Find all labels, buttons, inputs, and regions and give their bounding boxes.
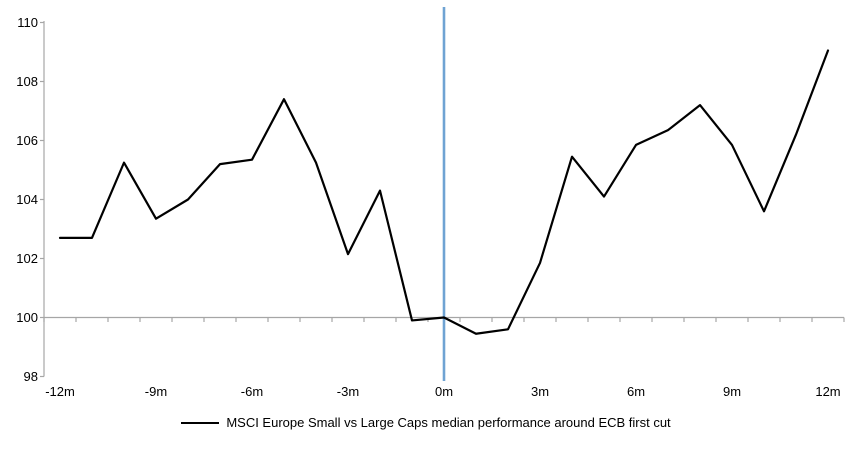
y-tick-label-108: 108 [16,73,38,89]
x-tick-label-minus-12m: -12m [45,384,75,399]
y-tick-label-110: 110 [17,14,38,30]
x-tick-label-0m: 0m [434,384,454,399]
x-tick-label-6m: 6m [626,384,646,399]
legend: MSCI Europe Small vs Large Caps median p… [0,415,852,430]
y-tick-label-102: 102 [16,250,38,266]
legend-series-label: MSCI Europe Small vs Large Caps median p… [226,415,671,430]
x-tick-label-minus-6m: -6m [240,384,264,399]
y-tick-label-100: 100 [16,309,38,325]
legend-line-sample-icon [181,421,220,424]
x-tick-label-3m: 3m [530,384,550,399]
series-line [58,49,830,335]
x-tick-label-9m: 9m [722,384,742,399]
y-tick-label-106: 106 [16,132,38,148]
y-tick-label-98: 98 [23,368,38,384]
y-tick-label-104: 104 [16,191,38,207]
x-tick-label-minus-3m: -3m [336,384,360,399]
x-tick-label-12m: 12m [815,384,841,399]
x-tick-label-minus-9m: -9m [144,384,168,399]
